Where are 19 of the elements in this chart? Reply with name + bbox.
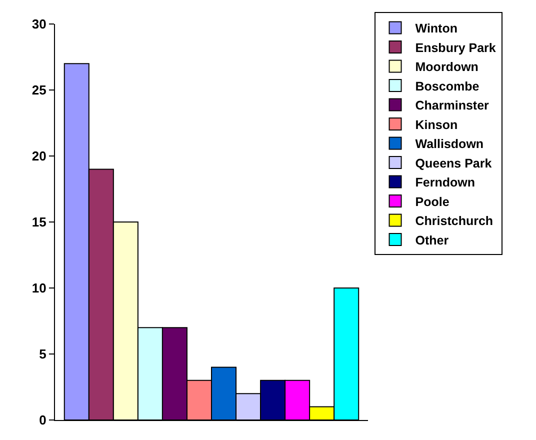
y-tick-label: 30 — [32, 16, 46, 32]
legend-label: Moordown — [415, 60, 478, 74]
legend-label: Christchurch — [415, 214, 494, 228]
y-tick-label: 25 — [32, 82, 46, 98]
legend-label: Charminster — [415, 98, 490, 113]
y-tick-label: 5 — [39, 346, 46, 362]
legend-label: Queens Park — [415, 156, 492, 170]
legend-label: Wallisdown — [415, 137, 484, 152]
legend-label: Ferndown — [415, 176, 475, 190]
y-tick-label: 15 — [32, 214, 46, 230]
legend-label: Kinson — [415, 118, 458, 132]
y-tick-label: 20 — [32, 148, 46, 164]
legend-label: Ensbury Park — [415, 40, 496, 55]
legend-label: Winton — [415, 22, 458, 36]
y-tick-label: 0 — [39, 412, 46, 428]
legend-label: Boscombe — [415, 79, 480, 94]
legend-label: Poole — [415, 194, 450, 209]
y-tick-label: 10 — [32, 280, 46, 296]
legend-label: Other — [415, 233, 449, 248]
